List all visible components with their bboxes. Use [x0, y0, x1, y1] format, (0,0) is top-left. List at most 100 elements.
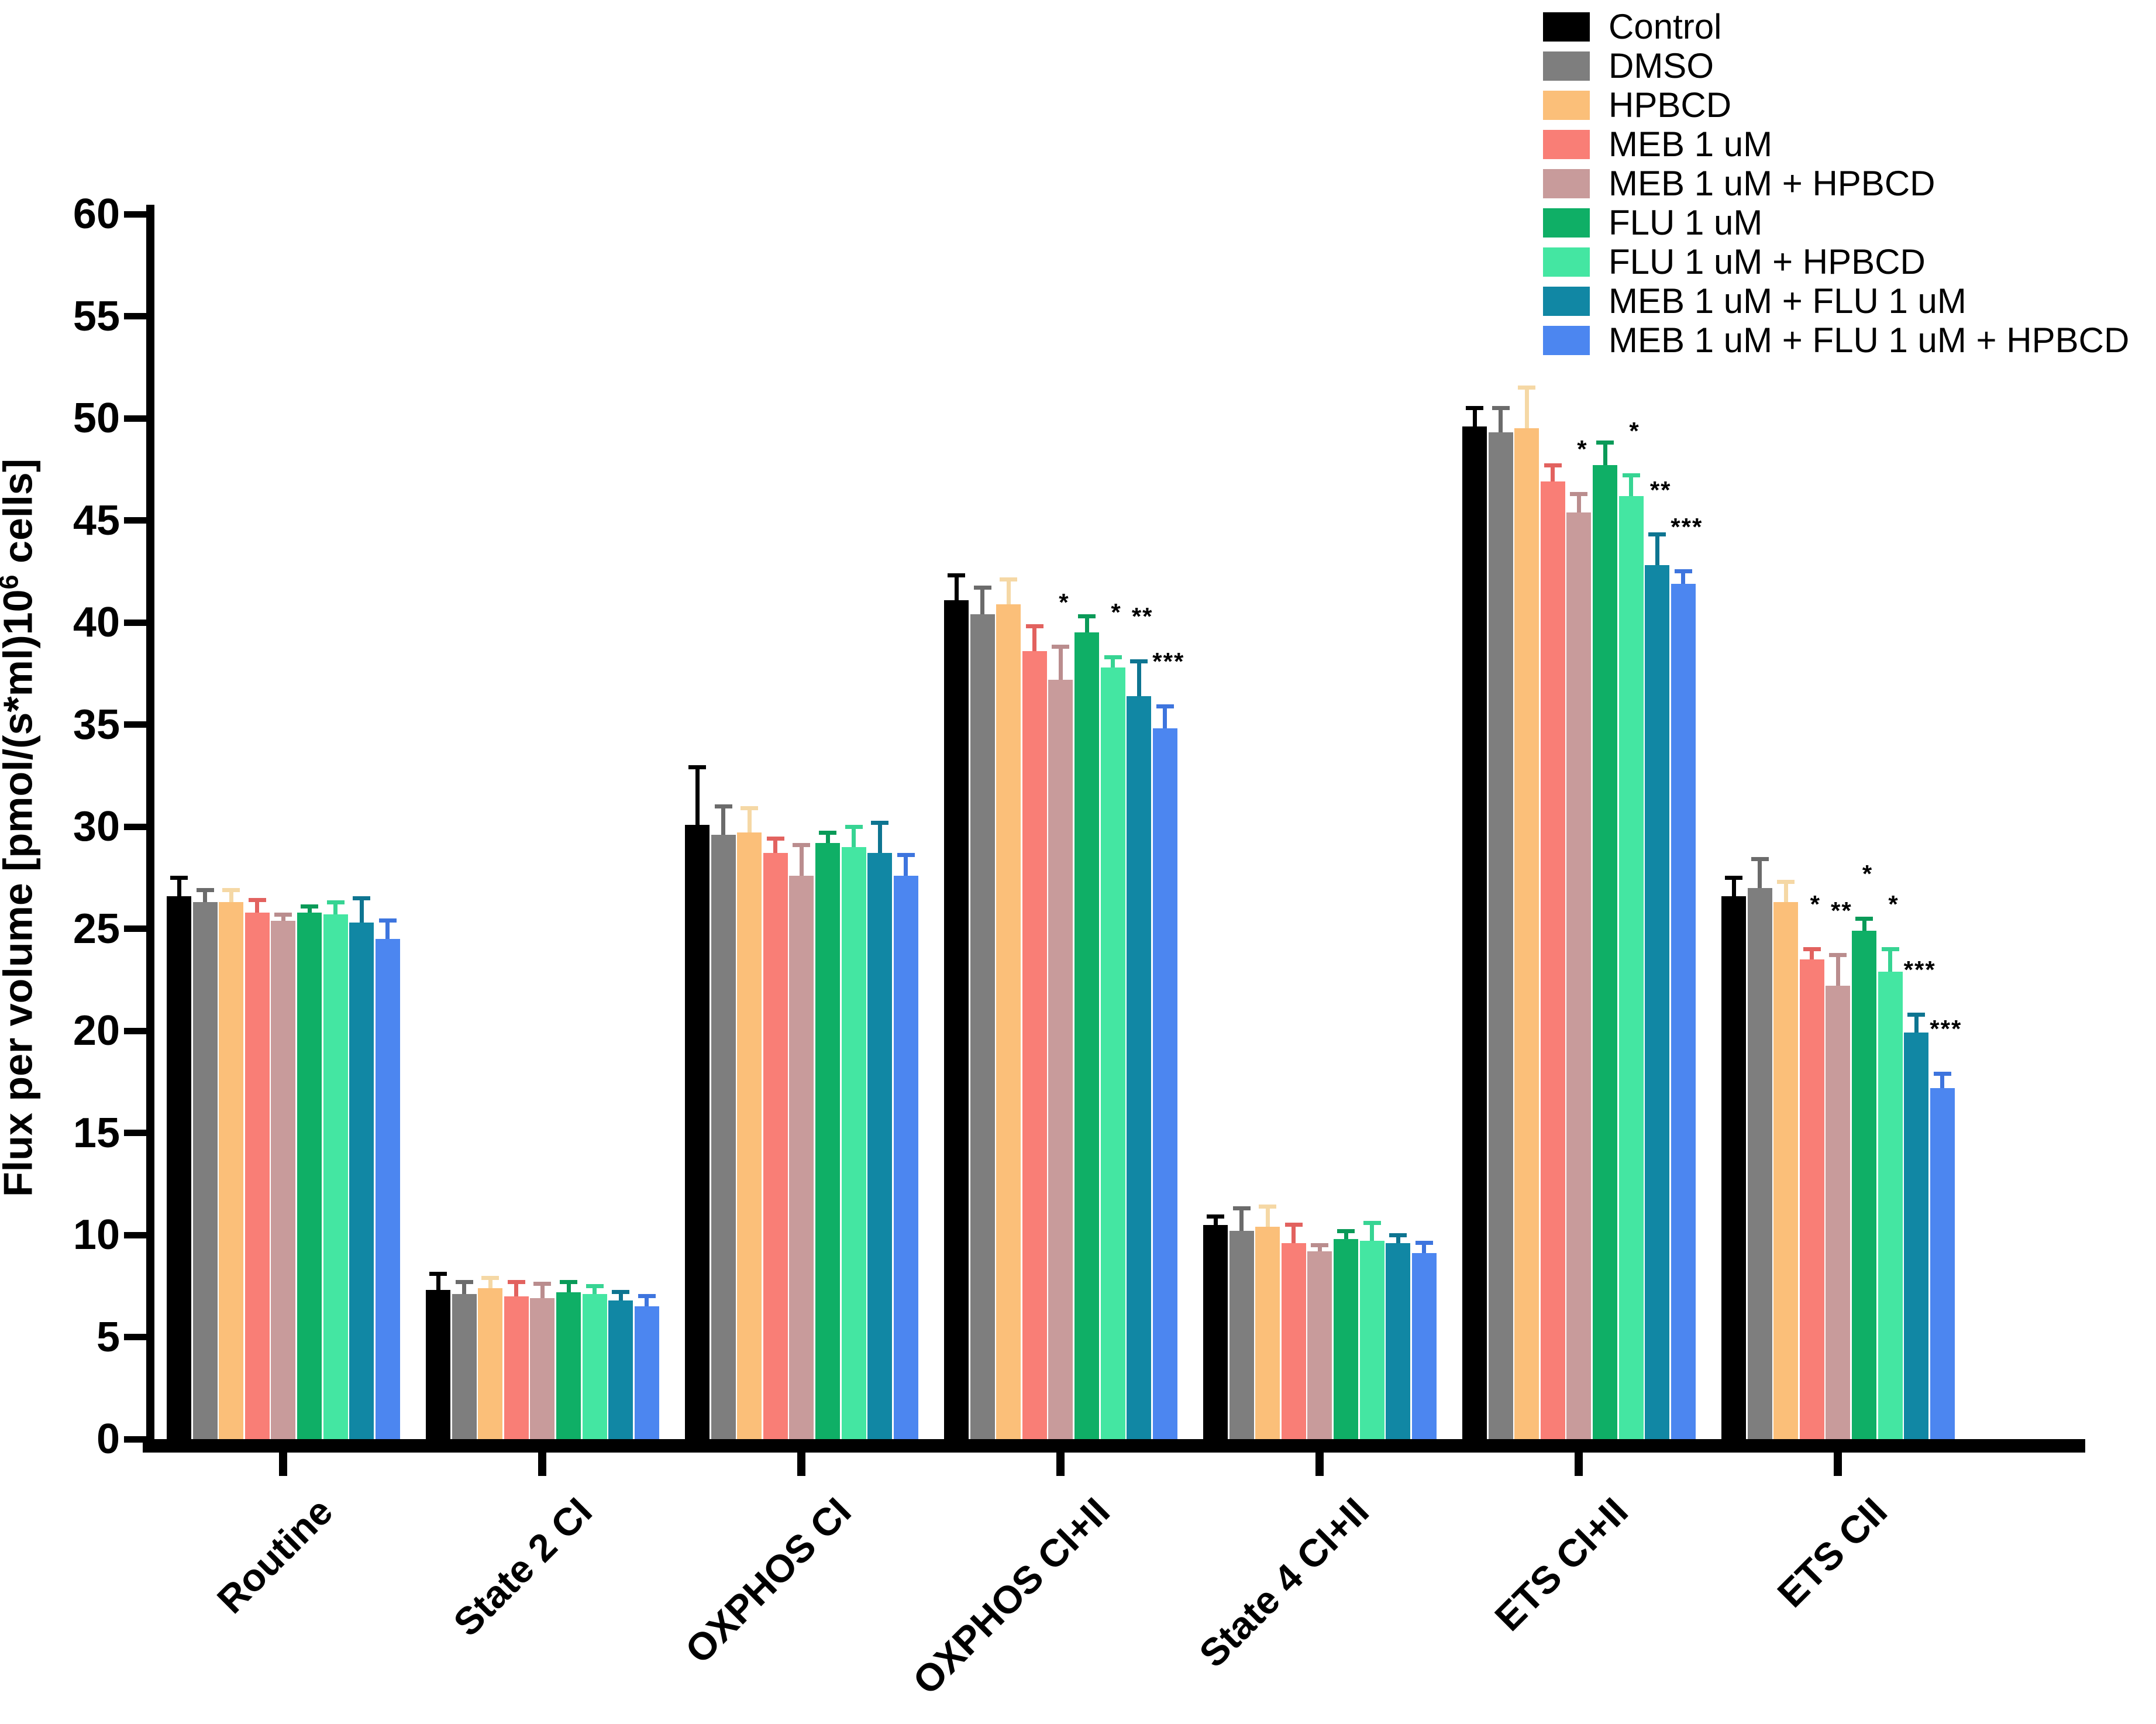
x-tick [1834, 1453, 1842, 1476]
error-bar-stem [593, 1286, 597, 1295]
error-bar-cap [948, 573, 965, 578]
bar [1229, 1231, 1254, 1439]
error-bar-cap [248, 898, 266, 903]
error-bar-cap [1284, 1223, 1303, 1227]
error-bar-stem [229, 890, 233, 903]
error-bar-cap [1363, 1220, 1381, 1225]
error-bar-stem [954, 575, 959, 600]
bar [1671, 583, 1696, 1439]
y-tick-label: 35 [73, 701, 120, 748]
error-bar-stem [1783, 882, 1788, 903]
bar [426, 1290, 450, 1439]
error-bar-stem [1862, 918, 1866, 931]
error-bar-cap [1078, 614, 1096, 619]
error-bar-stem [1914, 1014, 1919, 1033]
y-axis-title-pre: Flux per volume [pmol/(s*ml)10 [0, 589, 41, 1197]
y-tick-label: 20 [73, 1007, 120, 1054]
bar [349, 923, 374, 1439]
legend-swatch [1543, 90, 1590, 120]
error-bar-cap [170, 875, 188, 880]
error-bar-cap [1829, 953, 1847, 958]
y-tick-label: 5 [96, 1313, 120, 1361]
bar [1773, 902, 1799, 1439]
error-bar-stem [385, 920, 390, 939]
x-category-label: ETS CII [1769, 1489, 1896, 1616]
bar [1100, 667, 1125, 1439]
significance-star: *** [1671, 512, 1703, 541]
bar [1462, 426, 1487, 1439]
error-bar-cap [1466, 406, 1483, 411]
bar [867, 853, 893, 1439]
x-tick [279, 1453, 288, 1476]
error-bar-cap [741, 806, 759, 811]
significance-star: * [1629, 417, 1640, 445]
error-bar-cap [1544, 463, 1562, 467]
y-tick-label: 50 [73, 395, 120, 442]
error-bar-stem [1629, 475, 1634, 496]
significance-star: ** [1831, 896, 1852, 924]
error-bar-cap [1622, 473, 1640, 478]
error-bar-cap [1725, 875, 1742, 880]
error-bar-cap [766, 837, 784, 841]
legend-label: MEB 1 uM + FLU 1 uM + HPBCD [1609, 320, 2130, 360]
error-bar-stem [1576, 494, 1581, 512]
error-bar-cap [326, 900, 345, 904]
error-bar-stem [773, 838, 778, 854]
y-tick-label: 55 [73, 293, 120, 340]
error-bar-cap [1518, 386, 1536, 390]
error-bar-stem [1422, 1243, 1427, 1254]
x-tick [538, 1453, 547, 1476]
error-bar-stem [1940, 1073, 1945, 1088]
y-tick-label: 10 [73, 1212, 120, 1258]
y-tick [124, 1130, 146, 1136]
error-bar-stem [1032, 626, 1037, 651]
legend-swatch [1543, 168, 1590, 198]
y-tick-label: 30 [73, 803, 120, 850]
legend-label: MEB 1 uM [1609, 124, 1773, 164]
legend-label: MEB 1 uM + HPBCD [1609, 163, 1935, 203]
bar [1904, 1033, 1929, 1439]
error-bar-stem [1084, 616, 1089, 633]
bar [1255, 1227, 1280, 1439]
error-bar-cap [1881, 947, 1899, 951]
x-tick [1315, 1453, 1324, 1476]
legend-item: DMSO [1543, 46, 2129, 85]
bar [711, 834, 736, 1439]
error-bar-stem [462, 1282, 467, 1295]
significance-star: *** [1930, 1015, 1962, 1043]
legend-item: MEB 1 uM [1543, 125, 2129, 164]
bar [1127, 696, 1152, 1439]
error-bar-stem [1888, 949, 1893, 972]
bar [737, 832, 762, 1439]
error-bar-stem [1213, 1216, 1218, 1225]
bar [1878, 971, 1903, 1439]
bar [1048, 679, 1073, 1439]
y-tick [124, 211, 146, 218]
error-bar-stem [1163, 706, 1167, 729]
y-tick [124, 925, 146, 932]
significance-star: *** [1903, 956, 1936, 984]
error-bar-cap [481, 1275, 500, 1280]
y-tick [124, 517, 146, 524]
bar [1645, 565, 1670, 1439]
error-bar-stem [1370, 1223, 1375, 1241]
error-bar-cap [1933, 1071, 1951, 1076]
error-bar-stem [255, 900, 260, 913]
error-bar-stem [1835, 955, 1840, 986]
bar [1359, 1241, 1384, 1439]
error-bar-cap [714, 804, 732, 808]
y-tick [124, 1334, 146, 1340]
error-bar-cap [507, 1279, 525, 1284]
bar [530, 1298, 555, 1439]
error-bar-stem [980, 587, 985, 615]
x-tick [1575, 1453, 1583, 1476]
error-bar-cap [845, 824, 863, 829]
error-bar-cap [1751, 857, 1769, 862]
y-tick-label: 45 [73, 497, 120, 544]
error-bar-stem [359, 898, 364, 923]
bar [1747, 887, 1772, 1439]
error-bar-cap [1130, 659, 1148, 663]
x-axis-line [143, 1439, 2085, 1453]
error-bar-stem [1810, 949, 1814, 959]
